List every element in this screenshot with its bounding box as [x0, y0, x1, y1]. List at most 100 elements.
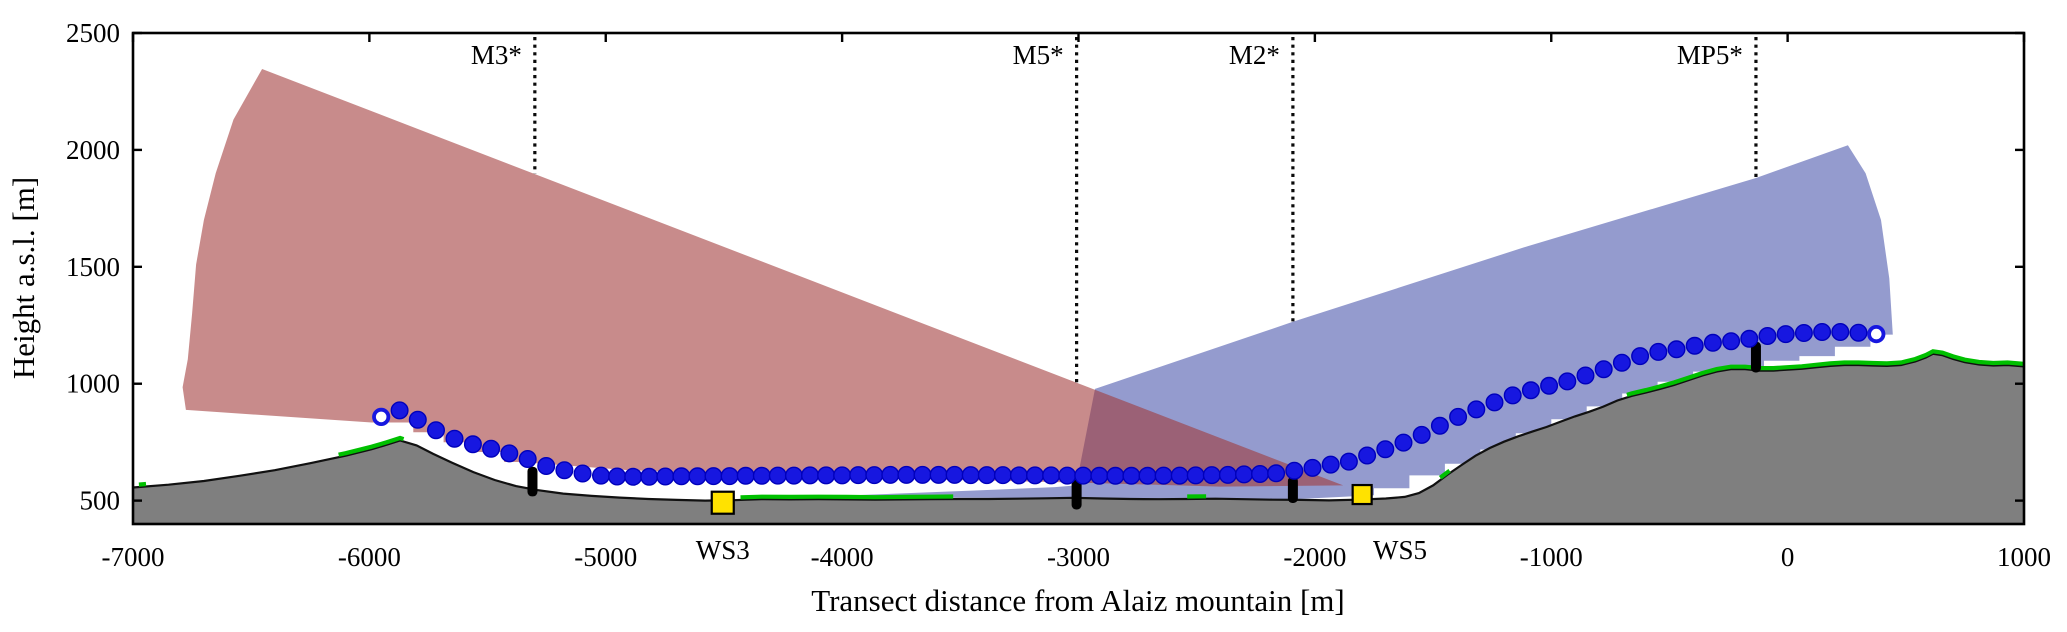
- terrain-outline: [132, 352, 2025, 502]
- vegetation-strip-icon: [1438, 469, 1451, 480]
- x-tick-label: -1000: [1520, 542, 1583, 572]
- trajectory-point: [1430, 416, 1449, 435]
- trajectory-point: [1376, 440, 1395, 459]
- trajectory-point: [1740, 329, 1759, 348]
- trajectory-point: [1321, 455, 1340, 474]
- trajectory-point: [1758, 327, 1777, 346]
- vegetation-strip-icon: [138, 481, 147, 487]
- trajectory-point: [608, 467, 627, 486]
- trajectory-point: [1831, 323, 1850, 342]
- trajectory-point: [897, 465, 916, 484]
- trajectory-point: [1558, 372, 1577, 391]
- trajectory-point: [1394, 433, 1413, 452]
- trajectory-point: [1058, 466, 1077, 485]
- x-tick-label: -7000: [102, 542, 165, 572]
- trajectory-point: [801, 466, 820, 485]
- trajectory-point: [881, 465, 900, 484]
- trajectory-point: [1186, 466, 1205, 485]
- trajectory-point: [1250, 465, 1269, 484]
- trajectory-point: [1025, 466, 1044, 485]
- x-tick-label: -2000: [1283, 542, 1346, 572]
- windscanner-marker-icon: [710, 490, 735, 515]
- trajectory-point: [1138, 466, 1157, 485]
- x-tick-label: -3000: [1047, 542, 1110, 572]
- x-tick-label: 0: [1781, 542, 1795, 572]
- trajectory-point: [913, 465, 932, 484]
- met-mast-icon: [527, 466, 538, 497]
- trajectory-point: [555, 461, 574, 480]
- trajectory-point: [1612, 353, 1631, 372]
- trajectory-point: [1042, 466, 1061, 485]
- y-axis-label: Height a.s.l. [m]: [6, 177, 41, 379]
- trajectory-point: [1106, 466, 1125, 485]
- trajectory-point: [945, 465, 964, 484]
- scan-fan-west-icon: [182, 69, 1344, 487]
- trajectory-point: [865, 466, 884, 485]
- trajectory-point: [849, 466, 868, 485]
- trajectory-point: [1631, 347, 1650, 366]
- trajectory-point: [1649, 342, 1668, 361]
- trajectory-point: [1703, 333, 1722, 352]
- vegetation-strip-icon: [1626, 349, 2025, 397]
- trajectory-point: [640, 467, 659, 486]
- trajectory-point: [1849, 323, 1868, 342]
- trajectory-point: [1122, 466, 1141, 485]
- trajectory-point: [1449, 407, 1468, 426]
- trajectory-point: [592, 466, 611, 485]
- trajectory-point: [1540, 376, 1559, 395]
- trajectory-point: [518, 450, 537, 469]
- trajectory-point: [977, 466, 996, 485]
- trajectory-point: [482, 439, 501, 458]
- met-mast-icon: [1287, 476, 1298, 503]
- trajectory-point: [1813, 323, 1832, 342]
- trajectory-point: [1485, 393, 1504, 412]
- site-label: MP5*: [1677, 40, 1743, 70]
- trajectory-point: [427, 421, 446, 440]
- trajectory-point: [1776, 325, 1795, 344]
- trajectory-point: [1467, 400, 1486, 419]
- trajectory-point: [537, 457, 556, 476]
- trajectory-point: [500, 444, 519, 463]
- trajectory-point: [1412, 425, 1431, 444]
- trajectory-point: [1685, 336, 1704, 355]
- trajectory-point: [463, 435, 482, 454]
- trajectory-point: [1303, 458, 1322, 477]
- trajectory-point: [688, 467, 707, 486]
- met-mast-icon: [1750, 341, 1761, 373]
- trajectory-point: [1867, 324, 1886, 344]
- trajectory-point: [993, 466, 1012, 485]
- y-tick-label: 2500: [66, 18, 120, 48]
- x-tick-label: -6000: [338, 542, 401, 572]
- trajectory-point: [1154, 466, 1173, 485]
- site-label: M2*: [1229, 40, 1280, 70]
- scan-fan-east-icon: [749, 145, 1893, 501]
- trajectory-point: [1202, 466, 1221, 485]
- trajectory-point: [1521, 381, 1540, 400]
- trajectory-point: [408, 410, 427, 429]
- trajectory-point: [1339, 452, 1358, 471]
- windscanner-label: WS5: [1373, 535, 1427, 565]
- windscanner-marker-icon: [1351, 483, 1373, 506]
- vegetation-strip-icon: [338, 435, 405, 457]
- site-label: M3*: [471, 40, 522, 70]
- trajectory-point: [656, 467, 675, 486]
- vegetation-strip-icon: [740, 494, 954, 500]
- trajectory-point: [817, 466, 836, 485]
- site-label: M5*: [1013, 40, 1064, 70]
- trajectory-point: [1009, 466, 1028, 485]
- trajectory-point: [624, 467, 643, 486]
- x-tick-label: 1000: [1997, 542, 2051, 572]
- windscanner-label: WS3: [696, 535, 750, 565]
- trajectory-point: [1285, 461, 1304, 480]
- trajectory-point: [784, 466, 803, 485]
- trajectory-point: [720, 467, 739, 486]
- trajectory-point: [736, 466, 755, 485]
- met-mast-icon: [1071, 479, 1082, 510]
- y-tick-label: 1500: [66, 252, 120, 282]
- trajectory-point: [1267, 464, 1286, 483]
- x-axis-label: Transect distance from Alaiz mountain [m…: [811, 583, 1344, 618]
- trajectory-point: [1358, 446, 1377, 465]
- trajectory-point: [961, 466, 980, 485]
